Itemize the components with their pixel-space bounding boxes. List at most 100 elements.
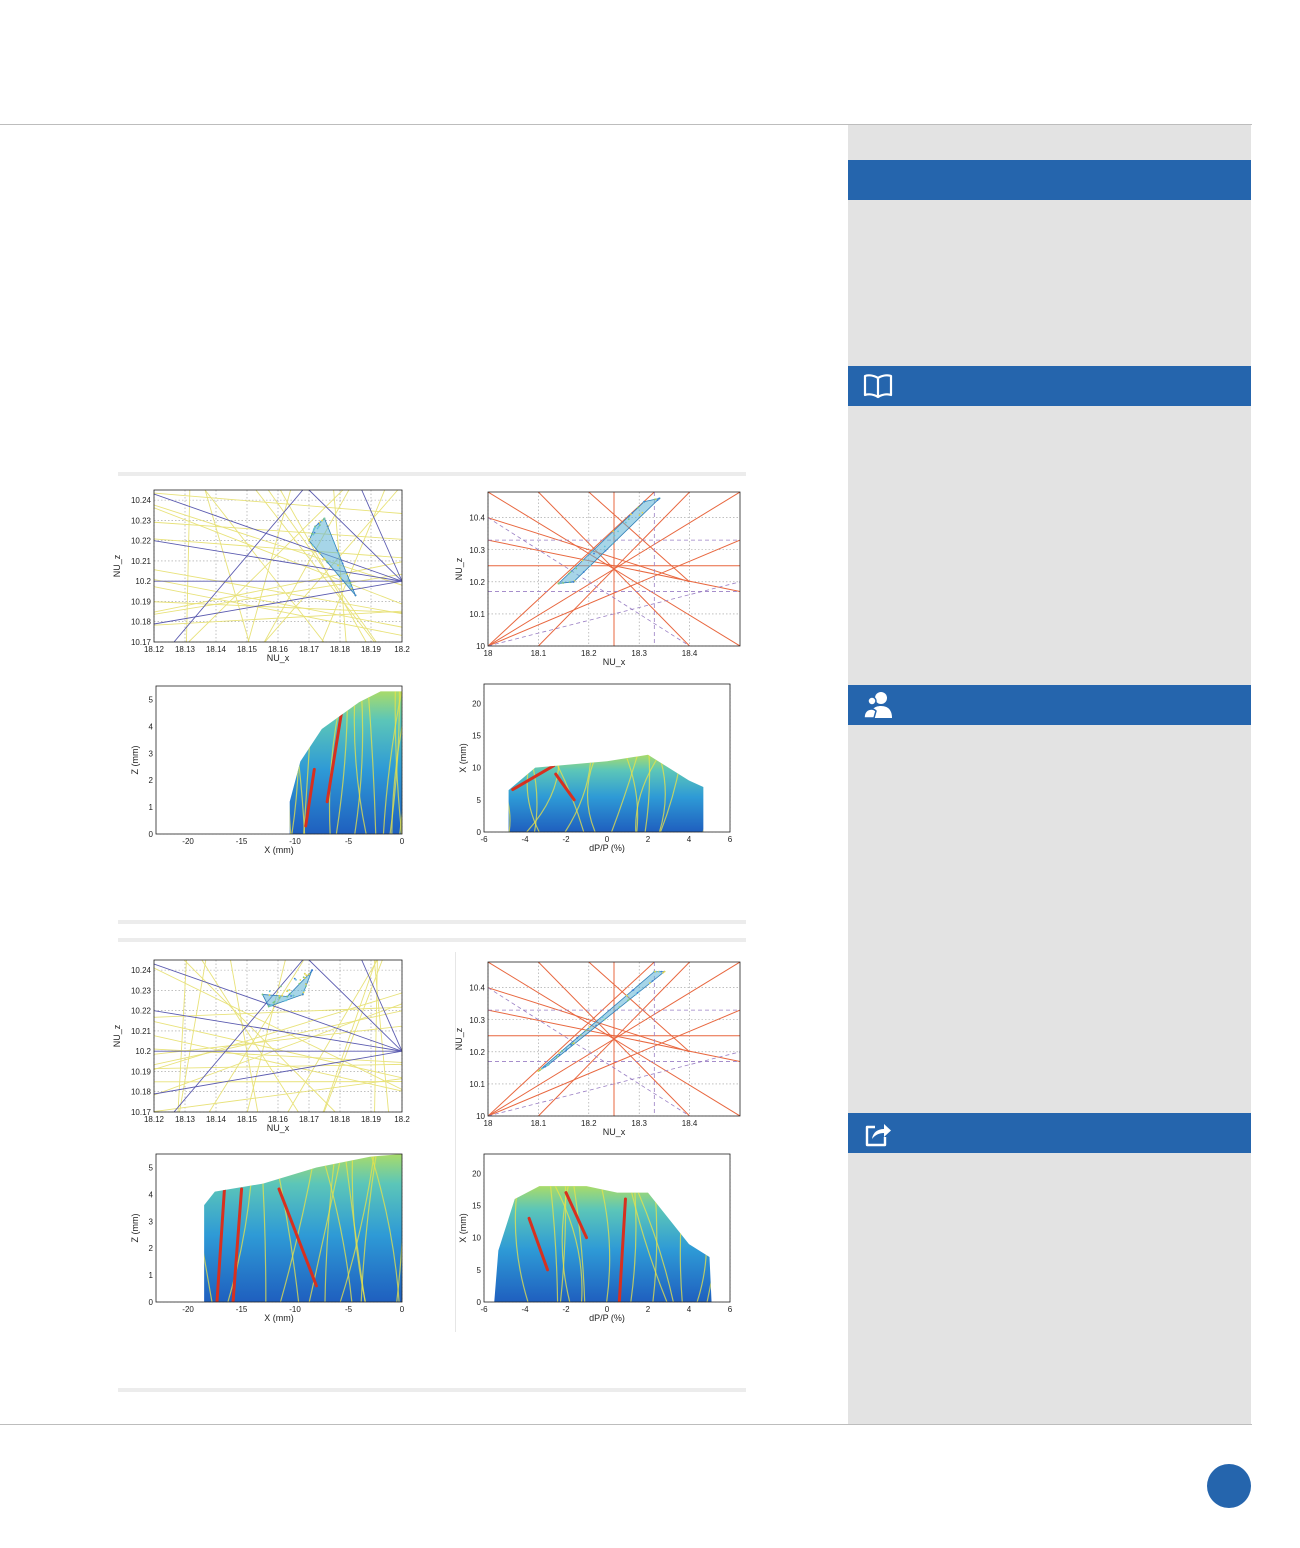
x-tick-label: 18.2 xyxy=(394,1115,410,1124)
resonance-line xyxy=(488,517,690,646)
resonance-line xyxy=(488,1051,740,1116)
share-icon xyxy=(865,1124,891,1147)
y-tick-label: 10.23 xyxy=(131,986,152,995)
x-axis-label: X (mm) xyxy=(264,1313,294,1323)
tune-point xyxy=(656,499,659,502)
x-tick-label: 4 xyxy=(687,835,692,844)
tune-point xyxy=(624,521,627,524)
tune-point xyxy=(663,970,666,973)
tune-point xyxy=(286,990,288,993)
y-tick-label: 10.21 xyxy=(131,557,152,566)
tune-point xyxy=(557,582,560,585)
x-tick-label: 2 xyxy=(646,1305,651,1314)
chart-dynamic-aperture-2: -20 -15 -10 -5 0 0 1 2 3 4 5 X (mm) Z (mm) xyxy=(130,1148,410,1328)
tune-point xyxy=(611,542,614,545)
tune-point xyxy=(303,989,305,992)
plot-frame xyxy=(153,489,403,643)
tune-point xyxy=(641,511,644,514)
y-axis-label: NU_z xyxy=(112,1024,122,1047)
resonance-lines-blue xyxy=(154,960,402,1112)
tune-point xyxy=(285,999,288,1002)
tune-point xyxy=(562,582,565,584)
tune-point xyxy=(298,982,301,985)
tune-point xyxy=(316,527,319,530)
x-tick-label: 18.2 xyxy=(581,1119,597,1128)
plot-frame xyxy=(487,491,741,647)
tune-point xyxy=(658,497,661,500)
x-tick-label: 6 xyxy=(728,835,733,844)
tune-point xyxy=(312,544,314,547)
hot-band xyxy=(304,767,316,828)
y-tick-label: 3 xyxy=(149,1217,154,1226)
y-tick-label: 5 xyxy=(477,1266,482,1275)
y-tick-label: 10.2 xyxy=(469,578,485,587)
tune-point xyxy=(289,992,292,995)
x-tick-label: -10 xyxy=(289,1305,301,1314)
y-tick-label: 0 xyxy=(477,1298,482,1307)
y-axis-label: NU_z xyxy=(454,557,464,580)
tune-point xyxy=(326,525,329,528)
aperture-stripe xyxy=(635,754,661,832)
tune-point xyxy=(603,545,606,548)
resonance-line xyxy=(154,610,402,626)
tune-point xyxy=(278,996,281,999)
tune-point xyxy=(558,1053,561,1056)
tune-point xyxy=(337,564,339,567)
aperture-stripe xyxy=(586,754,598,832)
y-tick-label: 5 xyxy=(149,695,154,704)
y-tick-label: 10.17 xyxy=(131,1108,152,1117)
aperture-stripe xyxy=(573,1186,586,1302)
tune-point xyxy=(336,549,339,552)
tune-point xyxy=(630,513,632,516)
tune-point xyxy=(572,1042,575,1044)
plot-content xyxy=(156,686,402,834)
tune-point xyxy=(565,1049,568,1052)
aperture-stripe xyxy=(321,1154,353,1302)
chart-dynamic-aperture-1: -20 -15 -10 -5 0 0 1 2 3 4 5 X (mm) Z (mm) xyxy=(130,680,410,860)
tune-point xyxy=(270,1004,273,1007)
plot-frame xyxy=(487,961,741,1117)
plot-content xyxy=(488,492,740,646)
hot-band xyxy=(527,1216,550,1272)
tune-point xyxy=(579,1033,582,1036)
resonance-line xyxy=(308,490,402,582)
hot-bands xyxy=(215,1187,318,1302)
y-axis-label: X (mm) xyxy=(458,743,468,773)
tune-point xyxy=(617,530,619,533)
tune-point xyxy=(581,559,584,562)
plot-frame xyxy=(155,685,403,835)
tune-point xyxy=(572,580,575,583)
tune-point xyxy=(323,557,325,560)
aperture-stripe xyxy=(508,754,511,832)
y-tick-label: 1 xyxy=(149,803,154,812)
sidebar-header-4 xyxy=(848,1113,1251,1153)
aperture-texture xyxy=(514,1186,712,1302)
tune-point xyxy=(349,585,351,587)
y-axis-label: Z (mm) xyxy=(130,1214,140,1243)
resonance-line xyxy=(154,1010,402,1052)
tune-point xyxy=(272,1001,275,1004)
resonance-line xyxy=(154,963,402,1052)
y-tick-label: 20 xyxy=(472,699,481,708)
plot-content xyxy=(154,490,402,642)
tune-point xyxy=(261,993,264,996)
aperture-texture xyxy=(204,1154,402,1302)
tune-point xyxy=(604,549,607,552)
x-axis-label: NU_x xyxy=(603,657,626,667)
x-tick-label: 18 xyxy=(484,1119,493,1128)
plot-frame xyxy=(155,1153,403,1303)
x-tick-label: 18.19 xyxy=(361,645,382,654)
y-axis-label: X (mm) xyxy=(458,1213,468,1243)
y-tick-label: 10.3 xyxy=(469,546,485,555)
tune-point xyxy=(593,552,595,555)
y-tick-label: 15 xyxy=(472,731,481,740)
tune-point xyxy=(322,518,325,520)
aperture-stripe xyxy=(204,1154,213,1302)
resonance-line xyxy=(154,521,402,540)
tune-point xyxy=(637,990,640,993)
tune-point xyxy=(314,525,317,528)
tune-point xyxy=(660,970,663,973)
x-tick-label: 18.19 xyxy=(361,1115,382,1124)
x-tick-label: -5 xyxy=(345,837,353,846)
tune-point xyxy=(631,989,634,992)
